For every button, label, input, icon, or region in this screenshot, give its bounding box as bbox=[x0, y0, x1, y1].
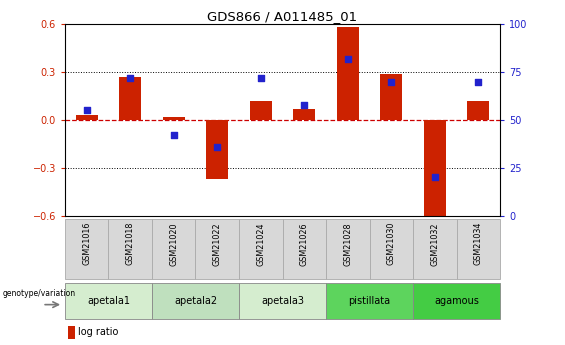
Bar bbox=[152, 283, 239, 319]
Bar bbox=[65, 283, 152, 319]
Text: log ratio: log ratio bbox=[78, 327, 118, 337]
Bar bbox=[282, 219, 326, 279]
Bar bbox=[119, 77, 141, 120]
Point bbox=[299, 102, 308, 107]
Text: GSM21020: GSM21020 bbox=[170, 222, 178, 266]
Point bbox=[257, 75, 266, 80]
Bar bbox=[370, 219, 413, 279]
Bar bbox=[163, 117, 185, 120]
Bar bbox=[250, 101, 272, 120]
Bar bbox=[206, 120, 228, 179]
Text: GSM21026: GSM21026 bbox=[300, 222, 308, 266]
Bar bbox=[239, 219, 282, 279]
Bar bbox=[457, 219, 500, 279]
Text: apetala3: apetala3 bbox=[261, 296, 304, 306]
Bar bbox=[380, 73, 402, 120]
Bar bbox=[413, 283, 500, 319]
Bar bbox=[337, 27, 359, 120]
Bar bbox=[467, 101, 489, 120]
Text: pistillata: pistillata bbox=[349, 296, 390, 306]
Point bbox=[431, 175, 440, 180]
Point bbox=[82, 108, 92, 113]
Bar bbox=[65, 219, 108, 279]
Point bbox=[386, 79, 396, 84]
Text: GSM21028: GSM21028 bbox=[344, 222, 352, 266]
Bar bbox=[326, 283, 413, 319]
Text: agamous: agamous bbox=[434, 296, 479, 306]
Point bbox=[126, 75, 135, 80]
Text: apetala2: apetala2 bbox=[174, 296, 217, 306]
Bar bbox=[76, 115, 98, 120]
Point bbox=[170, 132, 179, 138]
Text: GSM21032: GSM21032 bbox=[431, 222, 439, 266]
Bar bbox=[152, 219, 195, 279]
Text: GSM21034: GSM21034 bbox=[474, 222, 483, 265]
Text: GSM21024: GSM21024 bbox=[257, 222, 265, 266]
Point bbox=[343, 56, 353, 61]
Text: GSM21030: GSM21030 bbox=[387, 222, 396, 265]
Text: apetala1: apetala1 bbox=[87, 296, 130, 306]
Bar bbox=[326, 219, 370, 279]
Point bbox=[473, 79, 483, 84]
Title: GDS866 / A011485_01: GDS866 / A011485_01 bbox=[207, 10, 358, 23]
Bar bbox=[108, 219, 152, 279]
Bar bbox=[293, 109, 315, 120]
Point bbox=[212, 144, 221, 149]
Bar bbox=[413, 219, 457, 279]
Bar bbox=[68, 326, 75, 339]
Bar bbox=[239, 283, 326, 319]
Text: GSM21022: GSM21022 bbox=[213, 222, 221, 266]
Bar bbox=[195, 219, 239, 279]
Bar bbox=[424, 120, 446, 216]
Text: GSM21018: GSM21018 bbox=[126, 222, 134, 265]
Text: GSM21016: GSM21016 bbox=[82, 222, 91, 265]
Text: genotype/variation: genotype/variation bbox=[3, 288, 76, 297]
